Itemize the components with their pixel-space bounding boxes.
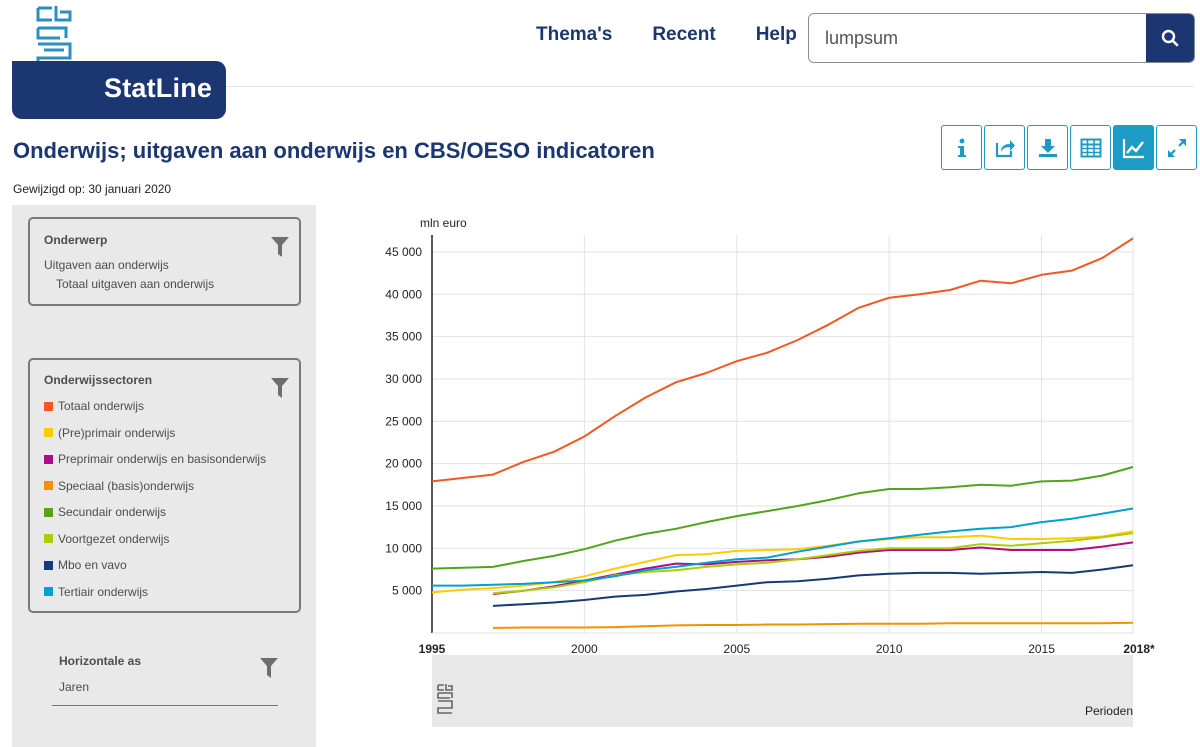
y-tick-label: 45 000	[385, 245, 422, 259]
onderwerp-title: Onderwerp	[44, 233, 108, 247]
onderwerp-panel[interactable]: Onderwerp Uitgaven aan onderwijs Totaal …	[28, 217, 301, 306]
logo-text: StatLine	[104, 73, 213, 103]
y-tick-label: 10 000	[385, 541, 422, 555]
x-tick-label: 1995	[419, 642, 446, 656]
sectoren-title: Onderwijssectoren	[44, 373, 153, 387]
table-icon	[1080, 138, 1101, 157]
horizontale-title: Horizontale as	[59, 654, 142, 668]
legend-item[interactable]: Totaal onderwijs	[44, 393, 299, 420]
sectoren-panel[interactable]: Onderwijssectoren Totaal onderwijs (Pre)p…	[28, 358, 301, 613]
expand-button[interactable]	[1156, 125, 1197, 170]
onderwerp-line2: Totaal uitgaven aan onderwijs	[56, 277, 215, 291]
legend-swatch	[44, 481, 53, 491]
filter-sidebar: Onderwerp Uitgaven aan onderwijs Totaal …	[12, 205, 316, 747]
legend-item[interactable]: Voortgezet onderwijs	[44, 526, 299, 553]
table-button[interactable]	[1070, 125, 1111, 170]
line-chart-icon	[1122, 138, 1144, 158]
main-nav: Thema's Recent Help	[536, 24, 797, 46]
download-button[interactable]	[1027, 125, 1068, 170]
legend-swatch	[44, 587, 53, 597]
x-tick-label: 2000	[571, 642, 598, 656]
series-line	[432, 507, 1134, 587]
legend-label: Preprimair onderwijs en basisonderwijs	[58, 452, 267, 467]
x-axis-label: Perioden	[1085, 704, 1133, 718]
search-input[interactable]	[809, 14, 1146, 62]
horizontale-as-panel[interactable]: Horizontale as Jaren	[52, 646, 278, 706]
legend-swatch	[44, 560, 53, 570]
chart-footer	[432, 655, 1133, 727]
legend-swatch	[44, 401, 53, 411]
share-icon	[995, 139, 1015, 157]
x-tick-label: 2010	[876, 642, 903, 656]
line-chart: 5 000 10 000 15 000 20 000 25 000 30 000 35 00…	[385, 216, 1155, 727]
legend-item[interactable]: Tertiair onderwijs	[44, 579, 299, 606]
series-line	[492, 621, 1134, 629]
legend-label: Speciaal (basis)onderwijs	[58, 478, 195, 493]
line-chart-button[interactable]	[1113, 125, 1154, 170]
info-button[interactable]	[941, 125, 982, 170]
legend-swatch	[44, 428, 53, 438]
filter-icon[interactable]	[271, 378, 289, 398]
modified-date: Gewijzigd op: 30 januari 2020	[13, 182, 172, 196]
y-tick-label: 15 000	[385, 499, 422, 513]
legend-item[interactable]: Mbo en vavo	[44, 552, 299, 579]
legend-label: (Pre)primair onderwijs	[58, 425, 176, 440]
info-icon	[957, 138, 966, 157]
x-tick-label: 2018*	[1123, 642, 1155, 656]
nav-help[interactable]: Help	[755, 24, 797, 45]
y-tick-label: 40 000	[385, 287, 422, 301]
header-divider	[226, 86, 1194, 87]
x-tick-label: 2005	[723, 642, 750, 656]
download-icon	[1038, 138, 1057, 157]
legend-swatch	[44, 534, 53, 544]
legend-label: Tertiair onderwijs	[58, 584, 149, 599]
view-toolbar	[941, 125, 1197, 170]
page-title: Onderwijs; uitgaven aan onderwijs en CBS…	[13, 138, 655, 163]
filter-icon[interactable]	[260, 658, 278, 678]
filter-icon[interactable]	[271, 237, 289, 257]
sector-legend: Totaal onderwijs (Pre)primair onderwijs Pr…	[44, 393, 299, 605]
y-tick-label: 5 000	[392, 584, 422, 598]
logo-bar	[12, 61, 226, 119]
legend-label: Mbo en vavo	[58, 558, 127, 573]
cbs-watermark-icon	[437, 684, 453, 714]
horizontale-value: Jaren	[59, 680, 90, 694]
legend-label: Secundair onderwijs	[58, 505, 167, 520]
y-tick-label: 20 000	[385, 457, 422, 471]
legend-item[interactable]: Preprimair onderwijs en basisonderwijs	[44, 446, 299, 473]
legend-item[interactable]: Speciaal (basis)onderwijs	[44, 473, 299, 500]
y-axis-label: mln euro	[420, 216, 467, 230]
x-tick-label: 2015	[1028, 642, 1055, 656]
nav-themas[interactable]: Thema's	[536, 24, 613, 45]
legend-item[interactable]: (Pre)primair onderwijs	[44, 420, 299, 447]
search-icon	[1161, 29, 1179, 47]
series-line	[492, 532, 1134, 595]
expand-icon	[1167, 138, 1186, 157]
legend-label: Voortgezet onderwijs	[58, 531, 170, 546]
legend-label: Totaal onderwijs	[58, 399, 145, 414]
legend-swatch	[44, 454, 53, 464]
legend-swatch	[44, 507, 53, 517]
series-line	[431, 237, 1134, 483]
share-button[interactable]	[984, 125, 1025, 170]
series-line	[431, 466, 1134, 570]
legend-item[interactable]: Secundair onderwijs	[44, 499, 299, 526]
y-tick-label: 30 000	[385, 372, 422, 386]
nav-recent[interactable]: Recent	[652, 24, 716, 45]
onderwerp-line1: Uitgaven aan onderwijs	[44, 258, 169, 272]
y-tick-label: 35 000	[385, 330, 422, 344]
series-line	[492, 564, 1134, 607]
y-tick-label: 25 000	[385, 414, 422, 428]
search-button[interactable]	[1146, 14, 1194, 62]
search-box	[808, 13, 1195, 63]
